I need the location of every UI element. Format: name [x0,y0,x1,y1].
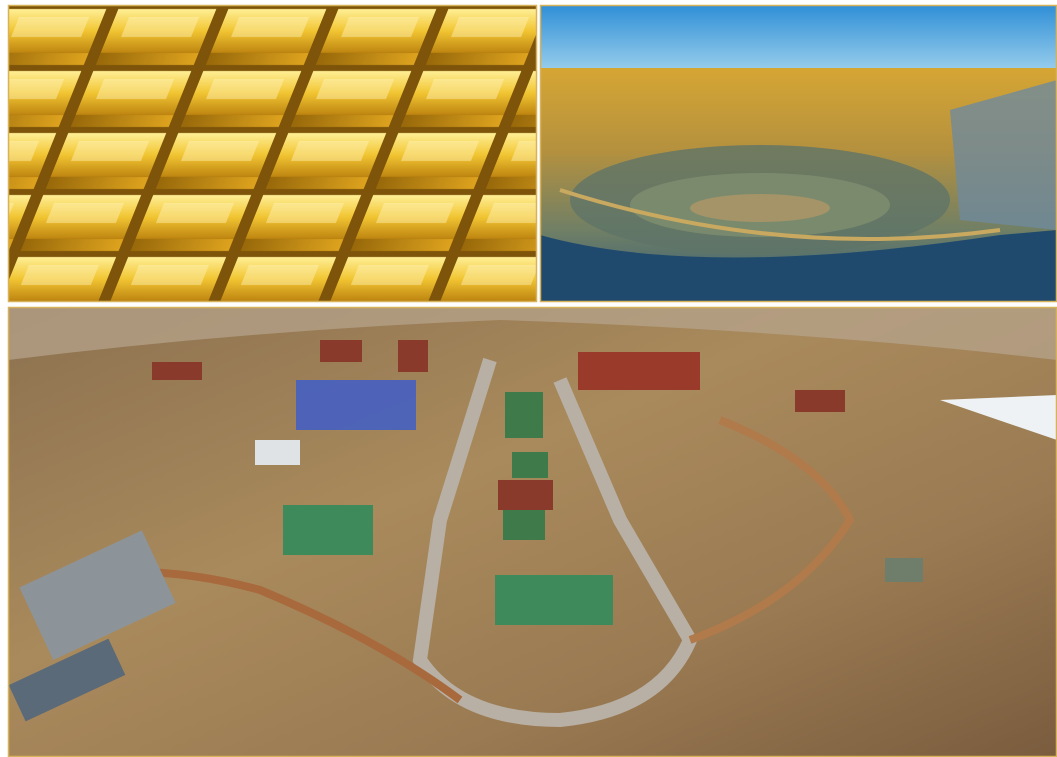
open-pit-mine-photo [539,4,1057,303]
gold-bars-photo [7,4,538,303]
aerial-mine-site-photo [7,306,1057,757]
